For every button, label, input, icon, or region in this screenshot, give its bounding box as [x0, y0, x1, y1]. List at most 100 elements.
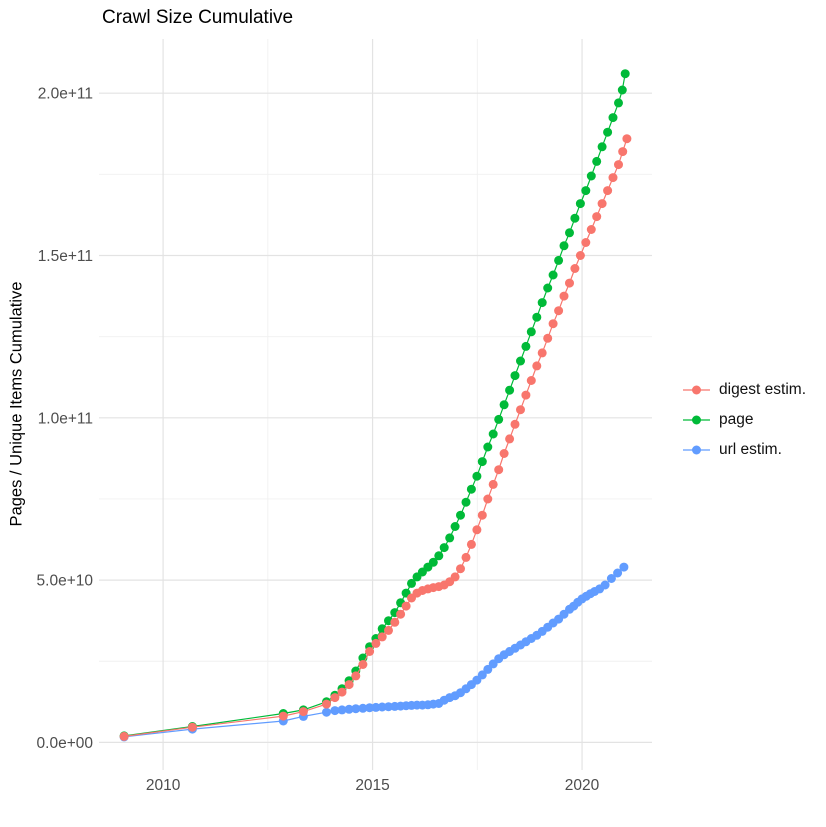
data-point [613, 568, 623, 578]
data-point [618, 147, 628, 157]
data-point [344, 680, 354, 690]
y-tick-label: 1.5e+11 [38, 248, 93, 265]
data-point [477, 510, 487, 520]
data-point [384, 625, 393, 635]
legend-item: url estim. [683, 441, 806, 459]
data-point [298, 707, 308, 717]
data-point [477, 457, 487, 467]
data-point [494, 414, 504, 424]
x-tick-label: 2020 [565, 777, 600, 794]
data-point [532, 312, 542, 322]
data-point [608, 113, 618, 123]
series-line-digest-estim- [124, 138, 628, 737]
data-point [401, 601, 411, 611]
data-point [407, 578, 416, 588]
data-point [483, 442, 493, 452]
data-point [505, 385, 515, 395]
legend-key-point [692, 415, 701, 425]
data-point [619, 562, 629, 572]
data-point [371, 638, 381, 648]
data-point [365, 647, 375, 656]
data-point [456, 510, 465, 520]
legend-key-icon [683, 385, 710, 395]
data-point [548, 270, 558, 280]
data-point [358, 703, 368, 713]
legend-key-icon [683, 415, 710, 425]
data-point [472, 471, 482, 481]
data-point [322, 707, 331, 717]
data-point [548, 319, 558, 329]
y-axis-title: Pages / Unique Items Cumulative [7, 281, 26, 527]
data-point [377, 632, 387, 642]
data-point [586, 171, 596, 181]
data-point [322, 699, 331, 709]
data-point [597, 199, 607, 209]
data-point [603, 127, 613, 137]
data-point [586, 225, 596, 234]
data-point [581, 186, 591, 196]
y-tick-label: 0.0e+00 [37, 735, 94, 752]
data-point [450, 522, 460, 531]
data-point [543, 283, 553, 293]
data-point [592, 212, 602, 222]
data-point [597, 142, 607, 152]
x-tick-label: 2015 [355, 777, 389, 794]
data-point [565, 278, 574, 288]
data-point [620, 69, 630, 79]
data-point [516, 405, 525, 415]
data-point [278, 711, 288, 721]
legend-label: digest estim. [719, 381, 807, 398]
y-tick-label: 5.0e+10 [37, 573, 94, 590]
data-point [396, 609, 406, 619]
data-point [592, 156, 602, 166]
data-point [466, 539, 476, 549]
data-point [608, 173, 618, 183]
data-point [499, 400, 509, 410]
data-point [526, 376, 536, 385]
data-point [537, 348, 547, 358]
y-tick-label: 2.0e+11 [38, 86, 93, 103]
data-point [554, 306, 564, 316]
data-point [526, 327, 536, 337]
data-point [337, 687, 347, 697]
legend: digest estim. page url estim. [683, 381, 806, 471]
data-point [337, 705, 347, 715]
data-point [488, 429, 498, 439]
data-point [581, 238, 591, 247]
data-point [554, 255, 564, 265]
data-point [461, 552, 471, 562]
data-point [472, 525, 482, 535]
data-point [390, 617, 400, 627]
data-point [434, 551, 444, 561]
data-point [428, 557, 438, 567]
data-point [543, 333, 553, 343]
data-point [351, 704, 361, 714]
data-point [532, 361, 542, 371]
data-point [603, 186, 613, 196]
data-point [559, 241, 569, 251]
data-point [505, 434, 515, 444]
legend-item: page [683, 411, 806, 429]
data-point [570, 264, 580, 273]
data-point [119, 731, 129, 741]
legend-label: url estim. [719, 441, 782, 458]
data-point [488, 479, 498, 489]
data-point [456, 564, 465, 574]
data-point [622, 134, 632, 144]
data-point [499, 449, 509, 458]
data-point [187, 722, 197, 732]
data-point [537, 298, 547, 308]
data-point [450, 572, 460, 582]
data-point [477, 670, 487, 680]
y-tick-label: 1.0e+11 [38, 410, 93, 427]
data-point [330, 706, 340, 716]
data-point [606, 574, 616, 583]
data-point [521, 390, 531, 400]
data-point [559, 291, 569, 301]
data-point [483, 494, 493, 504]
data-point [445, 533, 455, 543]
data-point [521, 341, 531, 351]
data-point [614, 160, 623, 170]
data-point [575, 251, 585, 260]
